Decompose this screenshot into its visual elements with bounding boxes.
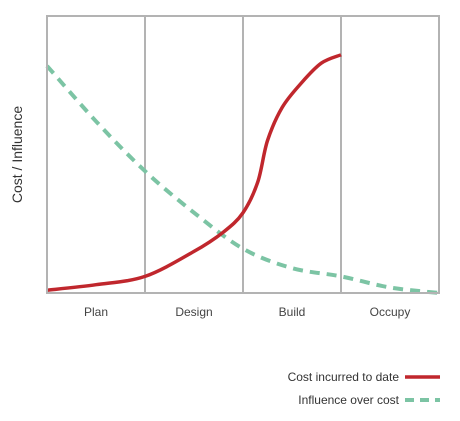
- x-tick-label: Plan: [84, 305, 108, 319]
- plot-border: [46, 15, 440, 294]
- influence-over-cost-line: [45, 64, 440, 295]
- y-axis-label: Cost / Influence: [9, 106, 25, 203]
- plot-frame: [46, 15, 440, 294]
- cost-incurred-line: [46, 53, 342, 292]
- x-tick-label: Build: [279, 305, 306, 319]
- x-tick-label: Design: [175, 305, 212, 319]
- x-tick-labels: Plan Design Build Occupy: [84, 305, 410, 319]
- phase-dividers: [144, 16, 342, 293]
- legend-label-cost: Cost incurred to date: [288, 370, 400, 384]
- legend-label-influence: Influence over cost: [298, 393, 399, 407]
- legend: Cost incurred to date Influence over cost: [288, 370, 440, 407]
- x-tick-label: Occupy: [370, 305, 411, 319]
- series-layer: [45, 53, 440, 295]
